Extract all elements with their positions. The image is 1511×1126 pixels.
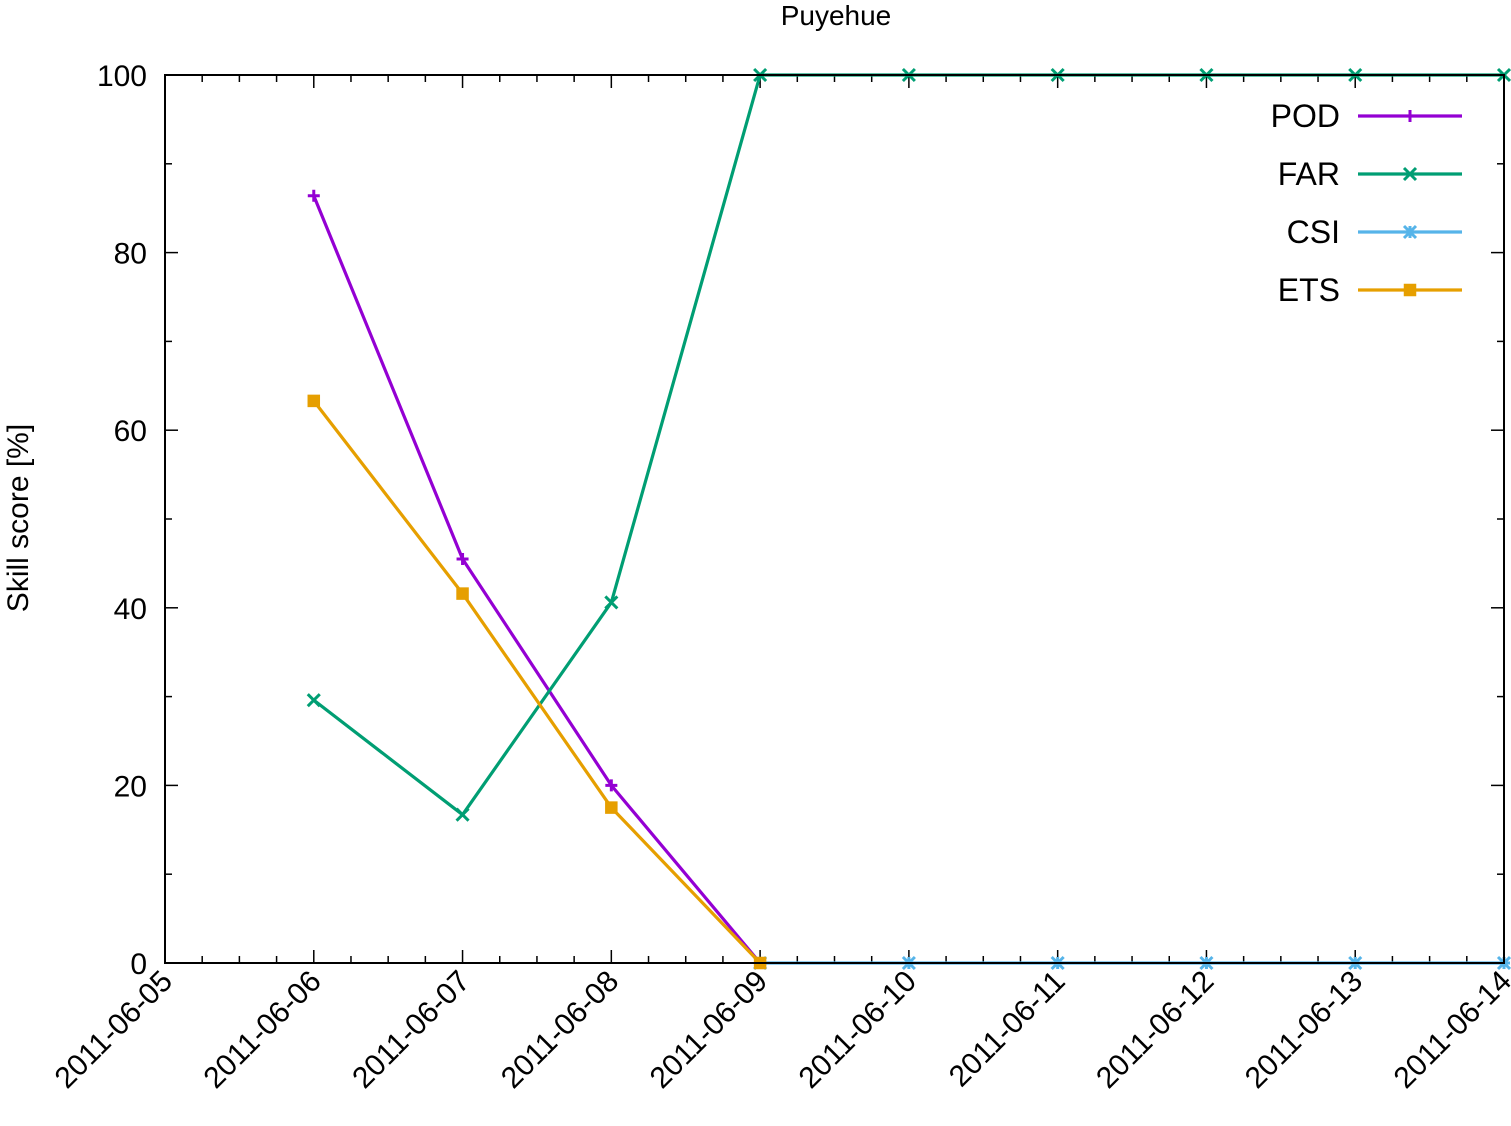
y-tick-label: 20 — [114, 770, 147, 803]
x-tick-label: 2011-06-14 — [1388, 965, 1511, 1095]
y-tick-label: 60 — [114, 415, 147, 448]
legend-item-pod: POD — [1271, 98, 1462, 134]
x-tick-label: 2011-06-11 — [943, 965, 1072, 1094]
x-tick-label: 2011-06-07 — [346, 965, 476, 1095]
legend-item-csi: CSI — [1287, 214, 1462, 250]
x-tick-label: 2011-06-09 — [644, 965, 774, 1095]
legend-label-ets: ETS — [1278, 272, 1340, 308]
x-tick-label: 2011-06-13 — [1239, 965, 1369, 1095]
legend-label-csi: CSI — [1287, 214, 1340, 250]
y-tick-label: 100 — [97, 60, 147, 93]
legend-marker-far — [1402, 166, 1418, 182]
plot-frame — [164, 74, 1505, 964]
y-axis-label: Skill score [%] — [2, 424, 35, 612]
series-line-ets — [312, 399, 762, 965]
data-point-pod — [605, 779, 618, 792]
data-point-ets — [605, 801, 618, 814]
data-point-ets — [307, 394, 321, 408]
series-layer — [306, 67, 1511, 971]
data-point-pod — [456, 552, 469, 565]
legend-marker-pod — [1404, 110, 1416, 122]
legend-label-far: FAR — [1278, 156, 1340, 192]
x-tick-label: 2011-06-10 — [793, 965, 923, 1095]
x-tick-label: 2011-06-06 — [197, 965, 327, 1095]
data-point-ets — [456, 587, 469, 600]
series-ets — [307, 394, 767, 970]
legend: POD FAR CSI ETS — [1271, 98, 1462, 308]
x-tick-label: 2011-06-12 — [1090, 965, 1220, 1095]
data-point-far — [604, 595, 619, 610]
chart-title: Puyehue — [781, 0, 892, 31]
series-pod — [307, 189, 767, 969]
legend-marker-csi — [1402, 224, 1418, 240]
x-tick-label: 2011-06-08 — [495, 965, 625, 1095]
legend-item-ets: ETS — [1278, 272, 1462, 308]
series-line-pod — [312, 195, 762, 965]
legend-marker-ets — [1403, 283, 1417, 297]
y-tick-label: 80 — [114, 238, 147, 271]
data-point-pod — [307, 189, 320, 202]
x-tick-label: 2011-06-05 — [49, 965, 179, 1095]
legend-label-pod: POD — [1271, 98, 1340, 134]
y-tick-label: 40 — [114, 593, 147, 626]
data-point-far — [455, 807, 470, 822]
y-tick-label: 0 — [130, 948, 147, 981]
legend-item-far: FAR — [1278, 156, 1462, 192]
data-point-far — [306, 693, 321, 708]
